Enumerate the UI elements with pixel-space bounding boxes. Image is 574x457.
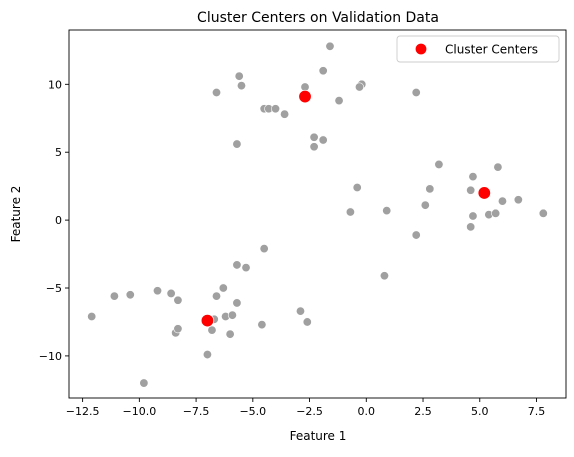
data-point <box>309 142 319 152</box>
data-point <box>318 135 328 145</box>
data-point <box>354 82 364 92</box>
x-tick-label: −7.5 <box>183 405 210 418</box>
x-tick-label: 5.0 <box>471 405 489 418</box>
y-axis-label: Feature 2 <box>9 186 23 243</box>
data-point <box>513 195 523 205</box>
data-point <box>411 230 421 240</box>
data-point <box>218 283 228 293</box>
data-point <box>468 211 478 221</box>
x-tick-label: 0.0 <box>358 405 376 418</box>
data-point <box>425 184 435 194</box>
data-point <box>257 320 267 330</box>
data-point <box>225 329 235 339</box>
legend-box <box>396 35 560 63</box>
data-point <box>234 71 244 81</box>
data-point <box>173 295 183 305</box>
y-tick-label: 0 <box>55 214 62 227</box>
data-point <box>280 109 290 119</box>
data-point <box>166 288 176 298</box>
data-point <box>139 378 149 388</box>
legend-marker-cluster-centers <box>414 42 428 56</box>
data-point <box>227 310 237 320</box>
data-point <box>352 183 362 193</box>
plot-area <box>87 41 548 388</box>
data-point <box>318 66 328 76</box>
data-point <box>411 87 421 97</box>
y-tick-label: 5 <box>55 146 62 159</box>
data-point <box>173 324 183 334</box>
data-point <box>295 306 305 316</box>
data-point <box>109 291 119 301</box>
data-point <box>87 312 97 322</box>
data-point <box>259 244 269 254</box>
y-tick-label: 10 <box>48 78 62 91</box>
data-point <box>434 159 444 169</box>
data-point <box>153 286 163 296</box>
data-point <box>232 298 242 308</box>
data-point <box>241 263 251 273</box>
data-point <box>232 139 242 149</box>
x-tick-label: −10.0 <box>122 405 156 418</box>
x-tick-label: −2.5 <box>296 405 323 418</box>
data-point <box>466 222 476 232</box>
data-point <box>271 104 281 114</box>
data-point <box>493 162 503 172</box>
data-point <box>207 325 217 335</box>
chart-title: Cluster Centers on Validation Data <box>197 10 439 26</box>
cluster-center-point <box>477 186 492 200</box>
data-point <box>334 96 344 106</box>
data-point <box>212 291 222 301</box>
data-point <box>325 41 335 51</box>
data-point <box>382 206 392 216</box>
x-tick-label: −5.0 <box>239 405 266 418</box>
x-tick-label: 7.5 <box>528 405 546 418</box>
axis-ticks: −12.5 −10.0 −7.5 −5.0 −2.5 0.0 2.5 5.0 7.5 −10 −5 0… <box>39 78 545 418</box>
data-point <box>232 260 242 270</box>
data-point <box>497 196 507 206</box>
data-point <box>125 290 135 300</box>
data-point <box>212 87 222 97</box>
legend: Cluster Centers <box>396 35 560 63</box>
y-tick-label: −5 <box>46 282 62 295</box>
x-tick-label: 2.5 <box>414 405 432 418</box>
data-point <box>538 208 548 218</box>
data-point <box>236 81 246 91</box>
data-point <box>468 172 478 182</box>
legend-label-cluster-centers: Cluster Centers <box>445 43 538 57</box>
data-point <box>491 208 501 218</box>
data-point <box>420 200 430 210</box>
data-point <box>309 132 319 142</box>
cluster-center-point <box>298 89 312 104</box>
data-point <box>466 185 476 195</box>
plot-frame <box>68 29 567 399</box>
cluster-center-point <box>200 313 215 328</box>
x-tick-label: −12.5 <box>66 405 100 418</box>
data-point <box>202 350 212 360</box>
data-point <box>345 207 355 217</box>
x-axis-label: Feature 1 <box>290 429 347 443</box>
data-point <box>302 317 312 327</box>
y-tick-label: −10 <box>39 350 62 363</box>
data-point <box>379 271 389 281</box>
